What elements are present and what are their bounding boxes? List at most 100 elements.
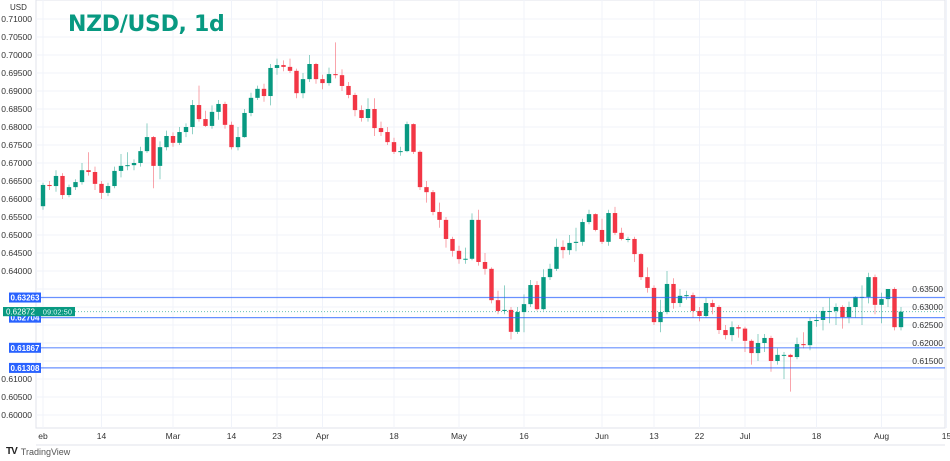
candle-up: [606, 213, 611, 242]
candle-down: [411, 124, 416, 152]
x-tick-label: 18: [812, 431, 822, 441]
candle-down: [294, 70, 299, 94]
candle-up: [255, 88, 260, 98]
candle-down: [443, 219, 449, 239]
x-tick-label: 16: [519, 431, 529, 441]
candle-down: [222, 103, 228, 125]
candle-down: [99, 183, 104, 193]
candle-up: [567, 242, 572, 251]
y-tick-label: 0.65500: [1, 212, 32, 222]
candle-up: [898, 311, 904, 328]
y-tick-label: 0.60500: [1, 392, 32, 402]
candle-up: [365, 109, 371, 118]
x-tick-label: Mar: [166, 431, 181, 441]
candle-down: [612, 213, 618, 233]
y-tick-label: 0.68500: [1, 104, 32, 114]
plot-area: [35, 0, 946, 429]
candle-up: [515, 312, 520, 332]
y-tick-label: 0.63000: [912, 302, 943, 312]
candle-up: [209, 111, 215, 126]
x-tick-label: 15: [942, 431, 950, 441]
y-tick-label: 0.71000: [1, 14, 32, 24]
candle-down: [840, 307, 845, 318]
candle-up: [703, 303, 709, 316]
candle-up: [79, 170, 85, 183]
candle-down: [560, 246, 566, 251]
candle-down: [632, 238, 637, 255]
y-tick-label: 0.64000: [1, 266, 32, 276]
candle-up: [144, 137, 150, 152]
candle-up: [307, 64, 312, 80]
candle-up: [300, 79, 306, 94]
level-price-label: 0.62704: [11, 314, 40, 323]
candle-up: [521, 304, 527, 313]
candle-up: [775, 354, 780, 361]
y-tick-label: 0.61000: [1, 374, 32, 384]
candle-up: [53, 175, 59, 187]
candle-down: [417, 151, 423, 188]
candle-down: [508, 309, 514, 332]
candle-up: [729, 327, 735, 336]
candle-down: [768, 337, 774, 361]
current-price-label: 0.62872: [6, 308, 35, 317]
candle-up: [502, 309, 507, 311]
x-tick-label: Jun: [595, 431, 609, 441]
candle-up: [398, 151, 403, 153]
candle-down: [456, 250, 462, 260]
candle-up: [66, 187, 72, 196]
candle-up: [274, 65, 280, 68]
candle-up: [554, 246, 559, 269]
x-tick-label: 23: [272, 431, 282, 441]
y-tick-label: 0.62500: [912, 320, 943, 330]
candle-up: [820, 310, 826, 320]
candle-down: [261, 88, 267, 97]
candle-down: [287, 66, 293, 71]
candle-up: [404, 124, 410, 152]
chart-title: NZD/USD, 1d: [68, 12, 225, 37]
y-tick-label: 0.60000: [1, 410, 32, 420]
candle-down: [671, 283, 676, 304]
candle-up: [463, 258, 468, 260]
candle-up: [118, 165, 124, 171]
candle-down: [437, 211, 442, 220]
candle-down: [352, 94, 358, 111]
x-tick-label: 13: [649, 431, 659, 441]
tradingview-logo-icon: TV: [6, 446, 18, 457]
candle-down: [346, 85, 351, 95]
y-tick-label: 0.64500: [1, 248, 32, 258]
candle-down: [372, 109, 377, 129]
candle-down: [170, 136, 176, 143]
candle-up: [216, 103, 221, 112]
candle-down: [788, 354, 793, 358]
x-tick-label: 14: [97, 431, 107, 441]
level-price-badge: [9, 312, 41, 323]
candle-up: [528, 285, 533, 305]
candle-down: [151, 137, 156, 166]
candle-up: [248, 97, 254, 113]
candle-down: [495, 300, 501, 311]
candle-up: [112, 170, 117, 187]
candle-down: [359, 110, 364, 118]
level-price-badge: [9, 342, 41, 353]
candle-up: [131, 163, 137, 166]
tradingview-logo[interactable]: TV TradingView: [6, 446, 70, 457]
candle-down: [424, 187, 429, 193]
bar-countdown-label: 09:02:50: [43, 308, 72, 317]
candle-down: [599, 229, 605, 242]
candle-down: [690, 295, 696, 311]
candle-up: [235, 137, 241, 148]
candle-up: [40, 184, 46, 207]
candle-down: [651, 287, 657, 323]
candle-down: [593, 214, 598, 230]
candle-down: [638, 254, 644, 278]
candle-down: [476, 219, 481, 262]
y-tick-label: 0.62000: [912, 338, 943, 348]
x-tick-label: May: [451, 431, 468, 441]
tradingview-logo-text: TradingView: [20, 446, 71, 457]
y-tick-label: 0.70500: [1, 32, 32, 42]
candle-up: [827, 310, 832, 312]
candle-up: [762, 337, 767, 343]
price-unit-label: USD: [10, 3, 27, 12]
candle-down: [203, 119, 208, 126]
x-tick-label: 14: [227, 431, 237, 441]
